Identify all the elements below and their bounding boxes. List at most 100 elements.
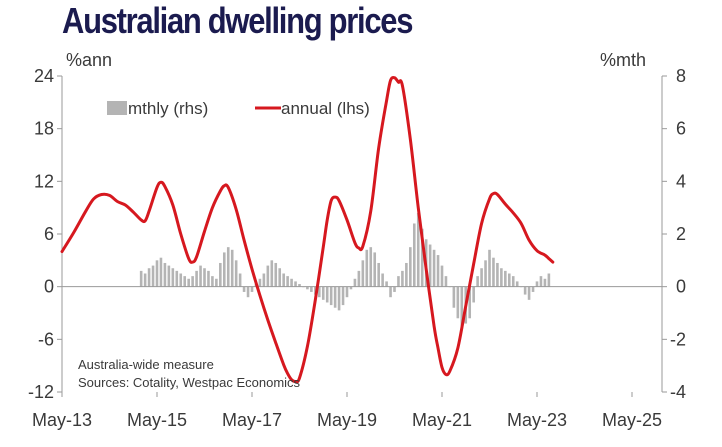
monthly-bar: [361, 260, 365, 287]
monthly-bar: [353, 278, 357, 287]
monthly-bar: [393, 286, 396, 292]
monthly-bar: [543, 278, 547, 287]
monthly-bar: [409, 247, 412, 287]
monthly-bar: [183, 276, 187, 287]
monthly-bar: [511, 276, 515, 287]
legend-bars-label: mthly (rhs): [128, 99, 208, 118]
monthly-bar: [341, 286, 345, 306]
monthly-bar: [329, 286, 333, 306]
y-right-tick-label: 6: [676, 119, 686, 139]
monthly-bar: [452, 286, 456, 308]
monthly-bar: [480, 268, 483, 287]
monthly-bar: [234, 260, 238, 287]
monthly-bar: [266, 265, 270, 287]
monthly-bar: [230, 249, 234, 287]
monthly-bar: [151, 265, 155, 287]
monthly-bar: [207, 270, 210, 287]
x-tick-label: May-25: [602, 410, 662, 430]
monthly-bar: [345, 286, 349, 298]
monthly-bar: [159, 257, 163, 287]
monthly-bar: [321, 286, 325, 300]
monthly-bar: [381, 273, 384, 287]
x-tick-label: May-19: [317, 410, 377, 430]
monthly-bar: [226, 247, 230, 287]
y-left-tick-label: 24: [34, 66, 54, 86]
monthly-bar: [139, 270, 143, 287]
y-right-tick-label: 8: [676, 66, 686, 86]
x-tick-label: May-21: [412, 410, 472, 430]
y-right-tick-label: 0: [676, 277, 686, 297]
monthly-bar: [187, 278, 190, 287]
monthly-bar: [298, 284, 301, 287]
monthly-bar: [290, 278, 293, 287]
monthly-bar: [179, 273, 183, 287]
monthly-bar: [492, 257, 495, 287]
monthly-bar: [436, 255, 440, 287]
monthly-bar: [222, 252, 226, 287]
monthly-bar: [472, 286, 475, 303]
monthly-bar: [143, 273, 147, 287]
monthly-bar: [211, 276, 214, 287]
monthly-bar: [163, 262, 167, 287]
monthly-bar: [246, 286, 250, 298]
monthly-bar: [250, 286, 254, 292]
y-left-tick-label: 18: [34, 119, 54, 139]
y-left-tick-label: -12: [28, 382, 54, 402]
monthly-bar: [317, 286, 321, 298]
y-left-tick-label: 6: [44, 224, 54, 244]
monthly-bar: [282, 273, 285, 287]
x-tick-label: May-15: [127, 410, 187, 430]
monthly-bar: [401, 270, 404, 287]
monthly-bar: [484, 260, 487, 287]
legend-line-label: annual (lhs): [281, 99, 370, 118]
monthly-bar: [377, 262, 380, 287]
monthly-bar: [310, 286, 313, 292]
y-right-tick-label: -2: [670, 329, 686, 349]
legend: mthly (rhs) annual (lhs): [107, 99, 370, 118]
monthly-bar: [468, 286, 472, 319]
x-tick-label: May-17: [222, 410, 282, 430]
monthly-bar: [219, 262, 222, 287]
monthly-bars: [139, 212, 551, 329]
monthly-bar: [278, 268, 282, 287]
monthly-bar: [507, 273, 511, 287]
monthly-bar: [238, 273, 242, 287]
monthly-bar: [397, 276, 400, 287]
y-left-label: %ann: [66, 50, 112, 70]
monthly-bar: [349, 286, 353, 290]
monthly-bar: [456, 286, 460, 319]
monthly-bar: [242, 286, 246, 292]
monthly-bar: [535, 281, 539, 287]
monthly-bar: [500, 268, 503, 287]
monthly-bar: [147, 268, 151, 287]
chart-title: Australian dwelling prices: [62, 0, 413, 41]
y-left-tick-label: -6: [38, 329, 54, 349]
axes: 24 18 12 6 0 -6 -12 8 6 4 2 0 -2 -4 May-13 May-15 May-17…: [28, 66, 686, 430]
monthly-bar: [412, 223, 416, 287]
monthly-bar: [191, 276, 194, 287]
x-tick-label: May-23: [507, 410, 567, 430]
monthly-bar: [171, 268, 175, 287]
monthly-bar: [195, 270, 198, 287]
monthly-bar: [286, 276, 289, 287]
monthly-bar: [504, 270, 507, 287]
y-left-tick-label: 0: [44, 277, 54, 297]
monthly-bar: [365, 249, 369, 287]
monthly-bar: [440, 265, 444, 287]
monthly-bar: [262, 273, 266, 287]
monthly-bar: [199, 265, 202, 287]
annual-line: [60, 75, 555, 384]
monthly-bar: [488, 249, 491, 287]
y-left-tick-label: 12: [34, 171, 54, 191]
monthly-bar: [405, 262, 408, 287]
monthly-bar: [167, 265, 171, 287]
monthly-bar: [333, 286, 337, 308]
monthly-bar: [274, 262, 278, 287]
y-right-tick-label: 4: [676, 171, 686, 191]
monthly-bar: [539, 276, 543, 287]
monthly-bar: [428, 244, 432, 287]
legend-bars-swatch: [107, 101, 127, 115]
y-right-tick-label: 2: [676, 224, 686, 244]
monthly-bar: [175, 270, 179, 287]
monthly-bar: [203, 268, 206, 287]
